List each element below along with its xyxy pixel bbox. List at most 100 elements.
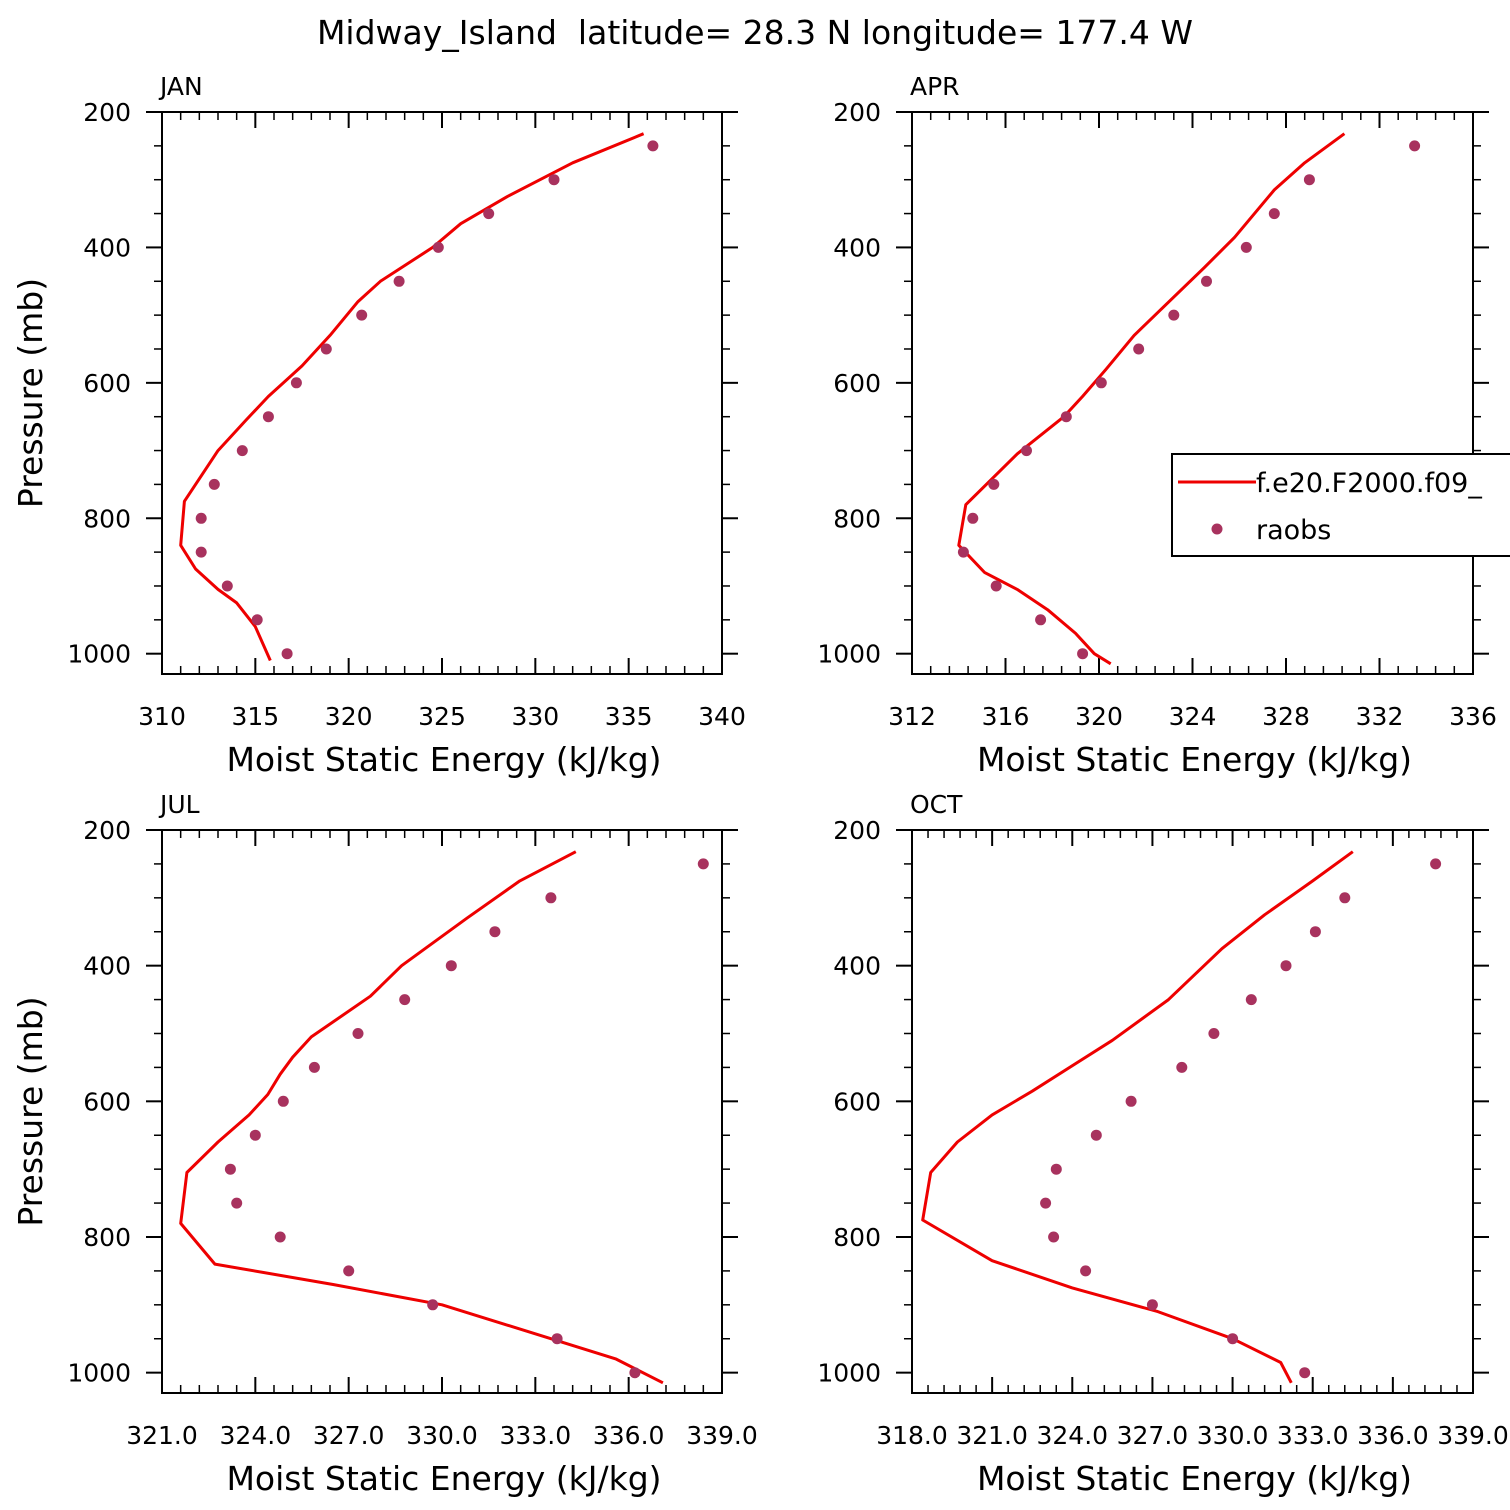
x-tick-label: 320 xyxy=(325,702,373,731)
raobs-point xyxy=(1280,960,1292,972)
raobs-point xyxy=(647,140,659,152)
y-tick-label: 600 xyxy=(83,1087,131,1116)
raobs-point xyxy=(1133,343,1145,355)
raobs-point xyxy=(629,1367,641,1379)
y-axis-title: Pressure (mb) xyxy=(11,996,50,1226)
y-tick-label: 800 xyxy=(83,1223,131,1252)
raobs-point xyxy=(1268,208,1280,220)
x-tick-label: 336.0 xyxy=(593,1421,665,1450)
x-tick-label: 340 xyxy=(698,702,746,731)
y-tick-label: 200 xyxy=(833,816,881,845)
y-tick-label: 200 xyxy=(83,816,131,845)
raobs-point xyxy=(281,648,293,660)
model-profile-line xyxy=(179,850,664,1385)
y-tick-label: 600 xyxy=(833,1087,881,1116)
panel-jan: 310 315 320 325 330 335 340 200 400 600 800 1000 JAN… xyxy=(11,72,746,779)
raobs-point xyxy=(1309,926,1321,938)
panel-label: JAN xyxy=(158,72,203,101)
raobs-point xyxy=(195,512,207,524)
figure-title: Midway_Island latitude= 28.3 N longitude… xyxy=(317,13,1193,52)
x-axis-title: Moist Static Energy (kJ/kg) xyxy=(226,740,661,779)
x-tick-label: 324.0 xyxy=(1036,1421,1108,1450)
x-axis-title: Moist Static Energy (kJ/kg) xyxy=(977,1459,1412,1498)
raobs-point xyxy=(1077,648,1089,660)
x-axis-title: Moist Static Energy (kJ/kg) xyxy=(226,1459,661,1498)
raobs-point xyxy=(195,546,207,558)
legend: f.e20.F2000.f09_raobs xyxy=(1171,453,1510,557)
x-tick-label: 330.0 xyxy=(406,1421,478,1450)
raobs-point xyxy=(545,892,557,904)
y-tick-label: 400 xyxy=(83,952,131,981)
raobs-point xyxy=(1040,1197,1052,1209)
raobs-point xyxy=(445,960,457,972)
panel-label: JUL xyxy=(158,790,200,819)
raobs-point xyxy=(1208,1028,1220,1039)
x-tick-label: 321.0 xyxy=(126,1421,198,1450)
raobs-point xyxy=(277,1095,289,1107)
x-tick-label: 324.0 xyxy=(220,1421,292,1450)
raobs-point xyxy=(1060,411,1072,423)
raobs-point xyxy=(1201,275,1212,287)
y-tick-label: 600 xyxy=(833,369,881,398)
raobs-point xyxy=(208,478,220,490)
raobs-point xyxy=(320,343,332,355)
raobs-point xyxy=(1080,1265,1092,1277)
raobs-point xyxy=(988,478,1000,490)
legend-obs-label: raobs xyxy=(1256,515,1331,546)
raobs-point xyxy=(352,1028,364,1039)
x-tick-label: 332 xyxy=(1356,702,1404,731)
raobs-point xyxy=(262,411,274,423)
y-tick-label: 1000 xyxy=(817,1359,881,1388)
raobs-point xyxy=(290,377,302,389)
y-tick-label: 800 xyxy=(83,504,131,533)
panel-jul: 321.0 324.0 327.0 330.0 333.0 336.0 339.0 200 40… xyxy=(11,790,758,1498)
x-tick-label: 327.0 xyxy=(313,1421,385,1450)
x-tick-label: 339.0 xyxy=(1437,1421,1509,1450)
panel-apr: 312 316 320 324 328 332 336 200 400 600 800 1000 APR… xyxy=(817,72,1510,779)
x-tick-label: 336.0 xyxy=(1357,1421,1429,1450)
y-tick-label: 1000 xyxy=(67,640,131,669)
model-profile-line xyxy=(921,850,1354,1384)
x-tick-label: 310 xyxy=(138,702,186,731)
x-tick-label: 327.0 xyxy=(1117,1421,1189,1450)
y-axis-title: Pressure (mb) xyxy=(11,278,50,508)
raobs-point xyxy=(1125,1095,1137,1107)
panel-oct: 318.0 321.0 324.0 327.0 330.0 333.0 336.0 339.0… xyxy=(817,790,1508,1498)
y-tick-label: 400 xyxy=(833,233,881,262)
x-tick-label: 325 xyxy=(418,702,466,731)
x-tick-label: 318.0 xyxy=(876,1421,948,1450)
y-tick-label: 1000 xyxy=(67,1359,131,1388)
raobs-point xyxy=(1430,858,1442,870)
x-tick-label: 330.0 xyxy=(1197,1421,1269,1450)
legend-obs-swatch xyxy=(1211,523,1223,535)
raobs-point xyxy=(1303,174,1315,186)
model-profile-line xyxy=(179,132,645,662)
raobs-point xyxy=(1339,892,1351,904)
raobs-point xyxy=(1021,445,1032,457)
plot-area xyxy=(921,850,1442,1384)
raobs-point xyxy=(967,512,979,524)
x-tick-label: 328 xyxy=(1262,702,1310,731)
raobs-point xyxy=(1146,1299,1158,1311)
raobs-point xyxy=(1176,1061,1188,1073)
y-tick-label: 200 xyxy=(833,98,881,127)
raobs-point xyxy=(1409,140,1421,152)
x-tick-label: 339.0 xyxy=(686,1421,758,1450)
x-tick-label: 335 xyxy=(605,702,653,731)
raobs-point xyxy=(393,275,405,287)
raobs-point xyxy=(990,580,1002,592)
plot-area xyxy=(179,132,659,662)
y-tick-label: 600 xyxy=(83,369,131,398)
raobs-point xyxy=(274,1231,286,1243)
x-tick-label: 315 xyxy=(231,702,279,731)
raobs-point xyxy=(1050,1163,1062,1175)
x-tick-label: 312 xyxy=(888,702,936,731)
x-tick-label: 321.0 xyxy=(956,1421,1028,1450)
plot-frame xyxy=(161,829,723,1394)
plot-frame xyxy=(161,111,723,675)
plot-area xyxy=(179,850,709,1385)
y-tick-label: 200 xyxy=(83,98,131,127)
raobs-point xyxy=(1227,1333,1239,1345)
panels: 310 315 320 325 330 335 340 200 400 600 800 1000 JAN… xyxy=(11,72,1510,1498)
